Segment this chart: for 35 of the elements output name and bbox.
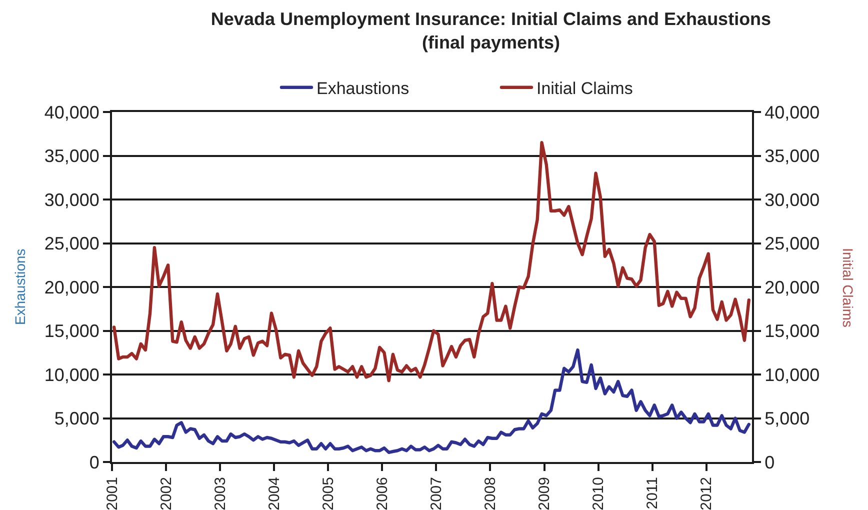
y2-tick-label: 30,000 <box>764 190 820 210</box>
y2-tick-label: 0 <box>764 452 775 472</box>
y2-tick-label: 35,000 <box>764 146 820 166</box>
x-tick-label: 2004 <box>266 477 283 510</box>
x-tick-label: 2001 <box>104 477 121 510</box>
y-tick-label: 35,000 <box>44 146 100 166</box>
chart-title: Nevada Unemployment Insurance: Initial Claims and Exhaustions (final payments) <box>210 8 772 52</box>
x-tick-label: 2010 <box>590 477 608 510</box>
y-tick-label: 20,000 <box>44 277 100 298</box>
legend-label: Initial Claims <box>536 79 633 98</box>
x-tick-label: 2002 <box>158 477 175 510</box>
y-tick-label: 25,000 <box>44 234 100 254</box>
y-tick-label: 15,000 <box>44 321 100 342</box>
x-tick-label: 2007 <box>428 477 446 510</box>
x-tick-label: 2003 <box>212 477 229 510</box>
x-tick-label: 2005 <box>320 477 338 510</box>
x-tick-label: 2009 <box>536 477 554 510</box>
y2-tick-label: 40,000 <box>764 102 820 122</box>
legend-label: Exhaustions <box>316 79 410 98</box>
x-tick-label: 2012 <box>698 477 716 510</box>
y-tick-label: 40,000 <box>44 102 100 122</box>
y-axis-title: Exhaustions <box>12 248 28 325</box>
x-tick-label: 2006 <box>374 477 392 510</box>
y2-tick-label: 15,000 <box>764 321 820 342</box>
y-tick-label: 5,000 <box>54 408 100 429</box>
y2-tick-label: 5,000 <box>764 408 810 429</box>
x-tick-label: 2008 <box>482 477 500 510</box>
y2-tick-label: 20,000 <box>764 277 820 298</box>
y-tick-label: 10,000 <box>44 364 100 385</box>
y-tick-label: 30,000 <box>44 190 100 210</box>
y-tick-label: 0 <box>89 452 100 472</box>
y2-tick-label: 10,000 <box>764 364 820 385</box>
x-tick-label: 2011 <box>644 477 662 510</box>
y2-tick-label: 25,000 <box>764 234 820 254</box>
y2-axis-title: Initial Claims <box>840 248 856 328</box>
